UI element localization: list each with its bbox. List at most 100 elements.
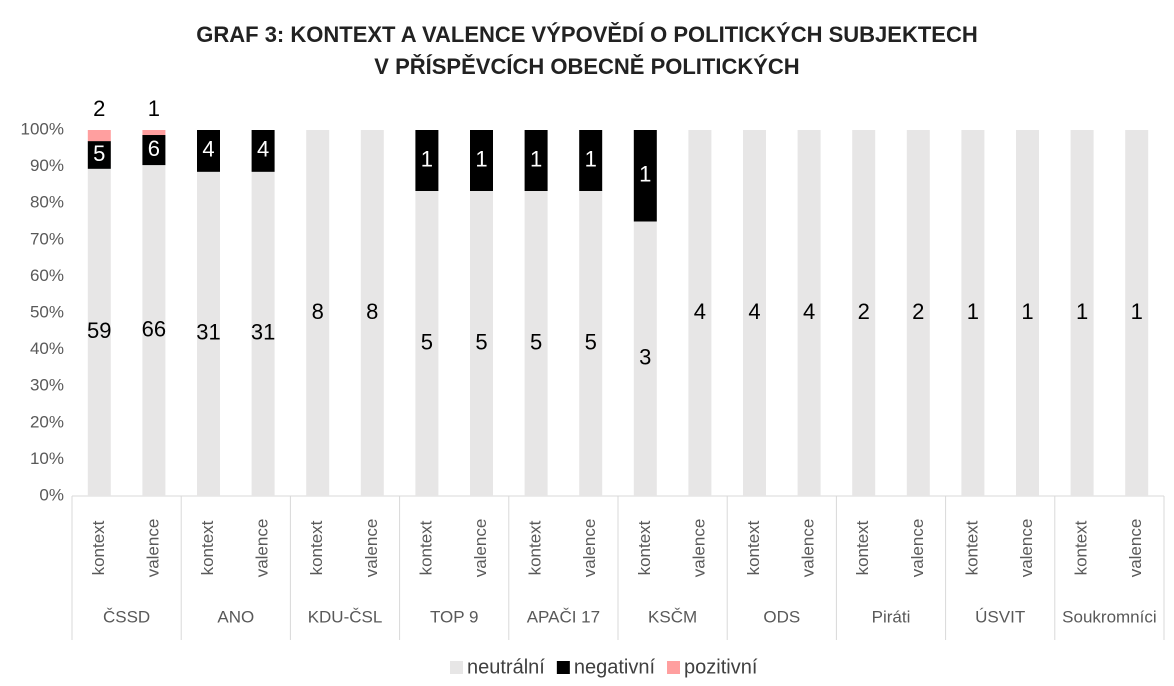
bar-segment [306, 130, 330, 496]
data-label: 1 [639, 162, 651, 187]
data-label: 4 [257, 137, 269, 162]
bar-segment [251, 171, 275, 497]
data-label: 2 [93, 96, 105, 121]
data-label: 1 [1021, 299, 1033, 324]
group-label: ČSSD [103, 607, 150, 626]
x-tick-label: kontext [89, 520, 108, 575]
data-label: 1 [967, 299, 979, 324]
group-label: Soukromníci [1062, 607, 1156, 626]
legend-label: pozitivní [684, 656, 758, 678]
group-label: KSČM [648, 607, 697, 626]
bar-segment [1070, 130, 1094, 496]
y-tick-label: 10% [30, 449, 64, 468]
data-label: 5 [475, 329, 487, 354]
group-label: Piráti [872, 607, 911, 626]
data-label: 31 [251, 320, 275, 345]
y-tick-label: 20% [30, 412, 64, 431]
x-tick-label: kontext [744, 520, 763, 575]
data-label: 1 [1131, 299, 1143, 324]
bar-segment [1016, 130, 1039, 496]
x-tick-label: valence [689, 519, 708, 578]
group-label: TOP 9 [430, 607, 479, 626]
bar-segment [142, 135, 166, 166]
x-tick-label: valence [471, 519, 490, 578]
y-tick-label: 70% [30, 229, 64, 248]
x-tick-label: valence [908, 519, 927, 578]
x-tick-label: valence [580, 519, 599, 578]
x-tick-label: valence [253, 519, 272, 578]
group-label: ANO [217, 607, 254, 626]
data-label: 3 [639, 345, 651, 370]
bar-segment [251, 130, 275, 172]
bar-segment [852, 130, 876, 496]
bar-segment [579, 130, 603, 191]
bar-segment [197, 130, 220, 172]
bar-segment [87, 141, 111, 169]
bar-segment [906, 130, 930, 496]
bar-segment [1125, 130, 1149, 496]
data-label: 1 [530, 146, 542, 171]
x-tick-label: kontext [962, 520, 981, 575]
chart-title: V PŘÍSPĚVCÍCH OBECNĚ POLITICKÝCH [374, 54, 799, 79]
x-tick-label: valence [362, 519, 381, 578]
data-label: 5 [530, 329, 542, 354]
y-tick-label: 80% [30, 193, 64, 212]
legend-swatch [667, 661, 681, 674]
bar-segment [142, 130, 166, 136]
data-label: 2 [912, 299, 924, 324]
data-label: 4 [748, 299, 760, 324]
data-label: 8 [312, 299, 324, 324]
bar-segment [524, 130, 548, 191]
group-label: ODS [763, 607, 800, 626]
group-label: ÚSVIT [975, 607, 1025, 626]
data-label: 6 [148, 136, 160, 161]
legend-swatch [556, 661, 570, 674]
x-tick-label: kontext [307, 520, 326, 575]
bar-segment [415, 130, 439, 191]
data-label: 2 [858, 299, 870, 324]
data-label: 4 [202, 137, 214, 162]
data-label: 8 [366, 299, 378, 324]
bar-segment [142, 165, 166, 496]
bar-segment [87, 168, 111, 496]
x-tick-label: valence [1126, 519, 1145, 578]
data-label: 31 [196, 320, 220, 345]
y-tick-label: 90% [30, 156, 64, 175]
bar-segment [579, 191, 603, 496]
x-tick-label: kontext [526, 520, 545, 575]
y-tick-label: 40% [30, 339, 64, 358]
x-tick-label: kontext [635, 520, 654, 575]
data-label: 1 [148, 96, 160, 121]
bar-segment [87, 130, 111, 142]
x-tick-label: kontext [198, 520, 217, 575]
legend-label: negativní [574, 656, 656, 678]
x-tick-label: kontext [1072, 520, 1091, 575]
data-label: 5 [585, 329, 597, 354]
bar-segment [470, 130, 493, 191]
y-tick-label: 100% [21, 119, 64, 138]
x-tick-label: valence [1017, 519, 1036, 578]
chart-title: GRAF 3: KONTEXT A VALENCE VÝPOVĚDÍ O POL… [196, 22, 977, 47]
data-label: 59 [87, 318, 111, 343]
data-label: 4 [803, 299, 815, 324]
data-label: 1 [475, 146, 487, 171]
y-tick-label: 60% [30, 266, 64, 285]
x-tick-label: kontext [853, 520, 872, 575]
bar-segment [797, 130, 821, 496]
bar-segment [470, 191, 493, 496]
y-tick-label: 0% [39, 485, 64, 504]
data-label: 66 [142, 316, 166, 341]
data-label: 1 [1076, 299, 1088, 324]
group-label: KDU-ČSL [308, 607, 383, 626]
bar-segment [633, 221, 657, 496]
x-tick-label: kontext [416, 520, 435, 575]
data-label: 5 [93, 141, 105, 166]
bar-segment [961, 130, 985, 496]
group-label: APAČI 17 [527, 607, 600, 626]
bar-segment [360, 130, 384, 496]
y-tick-label: 50% [30, 302, 64, 321]
y-tick-label: 30% [30, 376, 64, 395]
data-label: 1 [585, 146, 597, 171]
legend-swatch [450, 661, 463, 674]
